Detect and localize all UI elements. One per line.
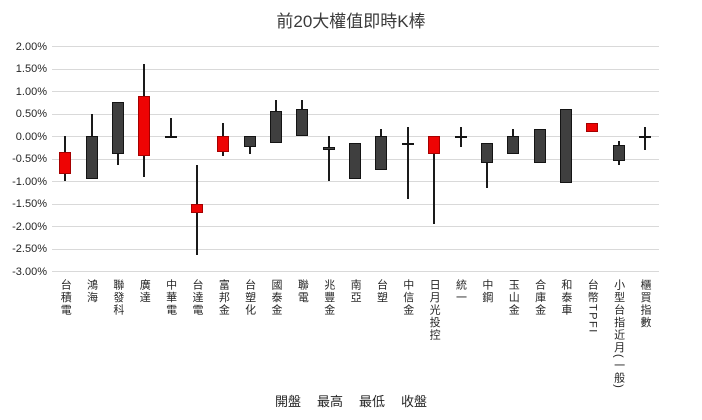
y-tick-label: -2.50% (12, 243, 47, 255)
x-axis-label-21: 台幣TPFI (586, 279, 599, 334)
y-tick-label: -2.00% (12, 220, 47, 233)
candle-22-body (612, 145, 625, 161)
candle-16-body (454, 136, 467, 139)
gridline (52, 91, 659, 92)
candle-19-body (533, 129, 546, 163)
candle-9-body (270, 111, 283, 143)
x-axis-label-4: 廣達 (138, 279, 151, 304)
x-axis-label-6: 台達電 (190, 279, 203, 317)
candle-23-wick (644, 127, 646, 150)
candle-7-body (217, 136, 230, 152)
candle-8-body (243, 136, 256, 148)
y-tick-label: -3.00% (12, 265, 47, 278)
x-axis-label-11: 兆豐金 (322, 279, 335, 317)
gridline (52, 68, 659, 70)
x-axis-label-13: 台塑 (375, 279, 388, 304)
gridline (52, 46, 659, 47)
candle-23-body (639, 136, 651, 139)
candle-2-body (85, 136, 98, 179)
x-axis-label-9: 國泰金 (270, 279, 283, 317)
x-axis-label-14: 中信金 (401, 279, 414, 317)
gridline (52, 271, 659, 272)
x-axis-label-5: 中華電 (164, 279, 177, 317)
candle-14-wick (406, 127, 409, 199)
chart-title: 前20大權值即時K棒 (276, 12, 426, 31)
y-tick-label: 2.00% (15, 40, 47, 53)
candle-14-body (401, 142, 414, 145)
gridline (52, 181, 659, 182)
y-tick-label: -1.50% (12, 198, 47, 210)
x-axis-label-17: 中鋼 (480, 279, 493, 304)
x-axis-label-2: 鴻海 (85, 279, 98, 304)
candle-15-body (428, 136, 441, 154)
legend-item-open: 開盤 (274, 394, 301, 409)
legend-item-high: 最高 (316, 394, 343, 409)
chart-legend: 開盤 最高 最低 收盤 (0, 391, 702, 410)
gridline (52, 136, 659, 137)
y-tick-label: 0.00% (15, 130, 47, 143)
x-axis-label-7: 富邦金 (217, 279, 230, 317)
legend-item-close: 收盤 (401, 394, 428, 409)
x-axis-label-19: 合庫金 (533, 279, 546, 317)
gridline (52, 203, 659, 205)
x-axis-label-23: 櫃買指數 (639, 279, 651, 329)
y-tick-label: 0.50% (15, 108, 47, 120)
candle-13-body (375, 136, 388, 170)
candle-10-body (296, 109, 309, 136)
x-axis-label-10: 聯電 (296, 279, 309, 304)
x-axis-label-15: 日月光投控 (428, 279, 441, 342)
candle-17-body (480, 142, 493, 163)
x-axis-label-16: 統一 (454, 279, 467, 304)
candle-17-wick (485, 142, 488, 188)
candle-3-body (111, 102, 124, 154)
y-tick-label: -0.50% (12, 153, 47, 165)
legend-item-low: 最低 (359, 394, 386, 409)
x-axis-label-22: 小型台指近月(一般) (612, 279, 625, 390)
candle-5-body (164, 136, 177, 139)
candle-6-body (190, 203, 203, 213)
candle-4-body (138, 95, 151, 157)
gridline (52, 248, 659, 250)
candle-20-body (559, 109, 572, 184)
y-tick-label: 1.50% (15, 63, 47, 75)
candle-15-wick (433, 136, 436, 224)
candle-1-body (59, 151, 72, 175)
candle-11-wick (327, 136, 330, 181)
x-axis-label-8: 台塑化 (243, 279, 256, 317)
candle-21-body (586, 122, 599, 132)
gridline (52, 113, 659, 115)
candle-11-body (322, 147, 335, 150)
x-axis-label-3: 聯發科 (111, 279, 124, 317)
x-axis-label-12: 南亞 (349, 279, 362, 304)
x-axis-label-1: 台積電 (59, 279, 72, 317)
gridline (52, 226, 659, 227)
y-tick-label: -1.00% (12, 175, 47, 188)
x-axis-label-18: 玉山金 (507, 279, 520, 317)
candle-18-body (507, 136, 520, 154)
candle-12-body (349, 142, 362, 179)
candle-5-wick (169, 118, 172, 139)
x-axis-label-20: 和泰車 (559, 279, 572, 317)
y-tick-label: 1.00% (15, 85, 47, 98)
